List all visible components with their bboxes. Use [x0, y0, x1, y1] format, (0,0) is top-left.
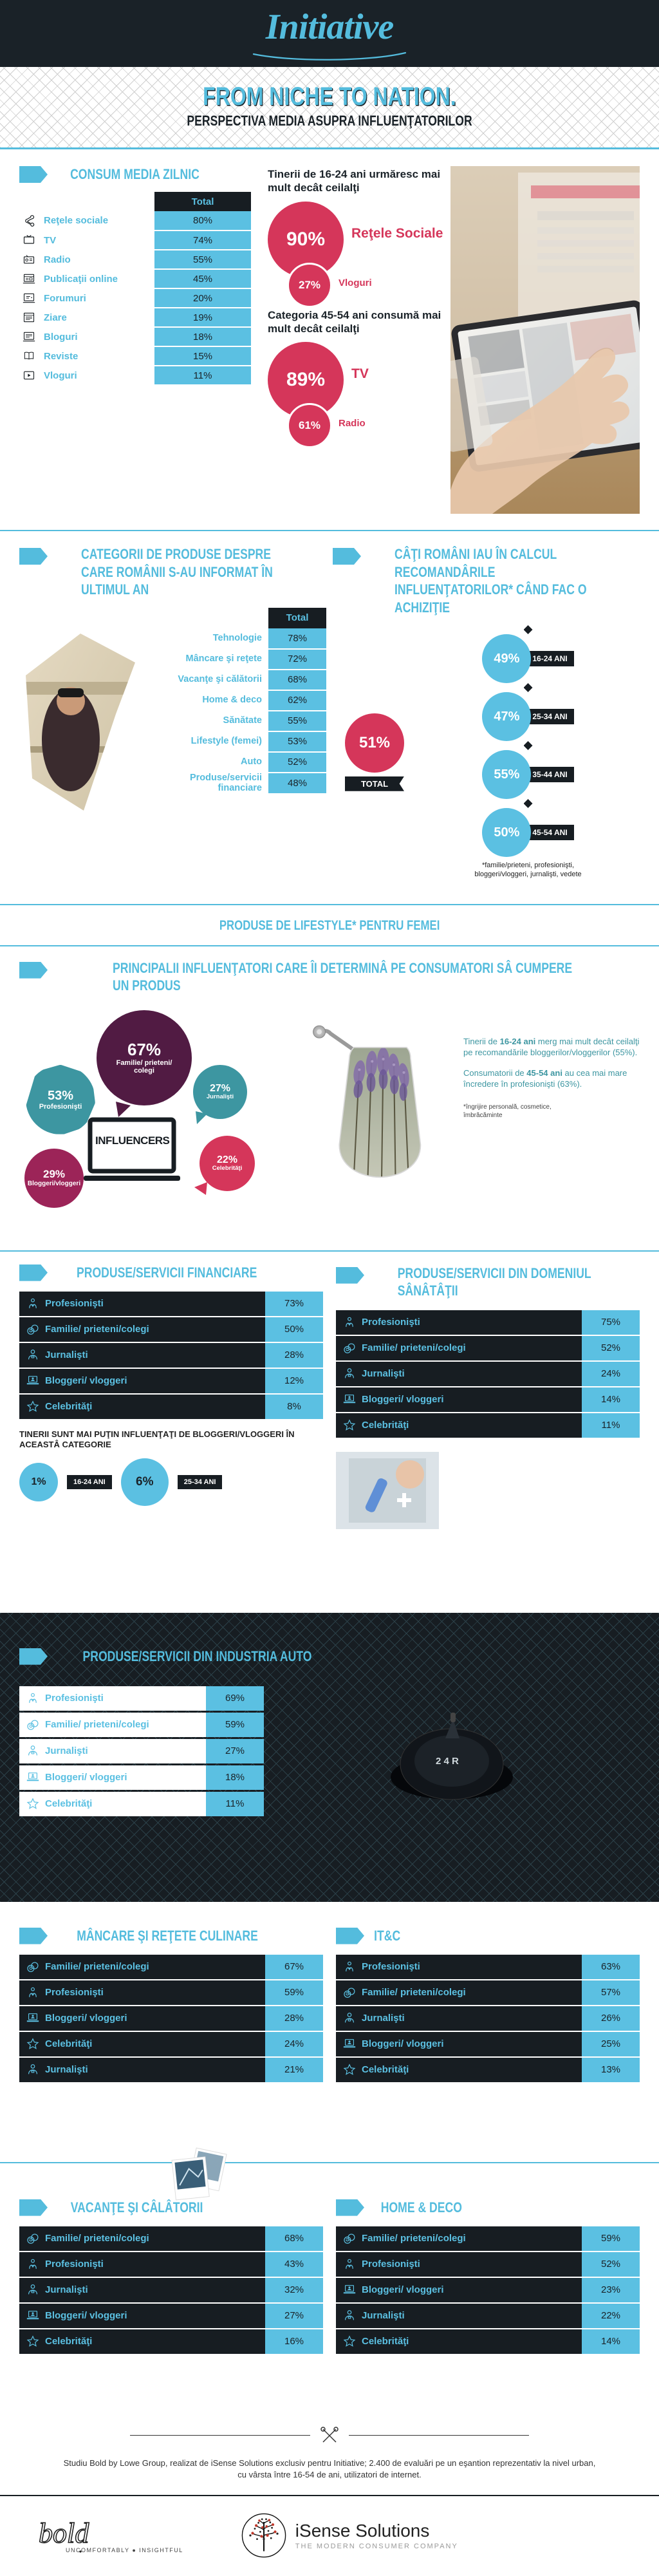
- svg-text:bold: bold: [39, 2517, 89, 2549]
- svg-text:2 4 R: 2 4 R: [436, 1756, 459, 1767]
